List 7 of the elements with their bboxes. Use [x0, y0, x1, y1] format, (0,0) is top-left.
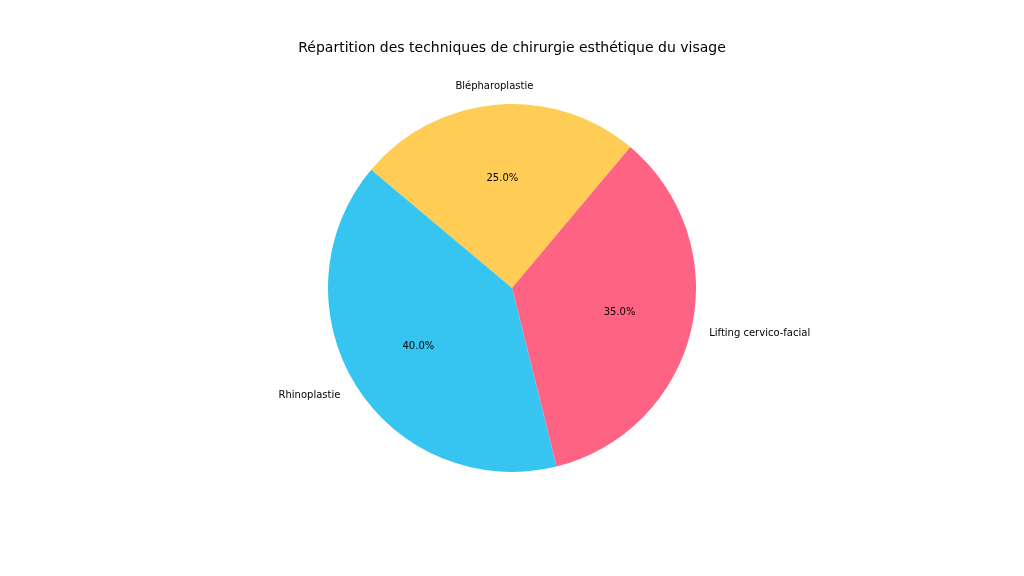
data-label: 40.0% [402, 340, 435, 352]
data-label: 25.0% [486, 171, 519, 183]
data-label: 35.0% [603, 306, 636, 318]
slice-label: Blépharoplastie [455, 79, 534, 91]
slice-label: Rhinoplastie [278, 388, 341, 400]
slice-label: Lifting cervico-facial [709, 327, 811, 339]
chart-title: Répartition des techniques de chirurgie esthétique du visage [298, 38, 726, 55]
